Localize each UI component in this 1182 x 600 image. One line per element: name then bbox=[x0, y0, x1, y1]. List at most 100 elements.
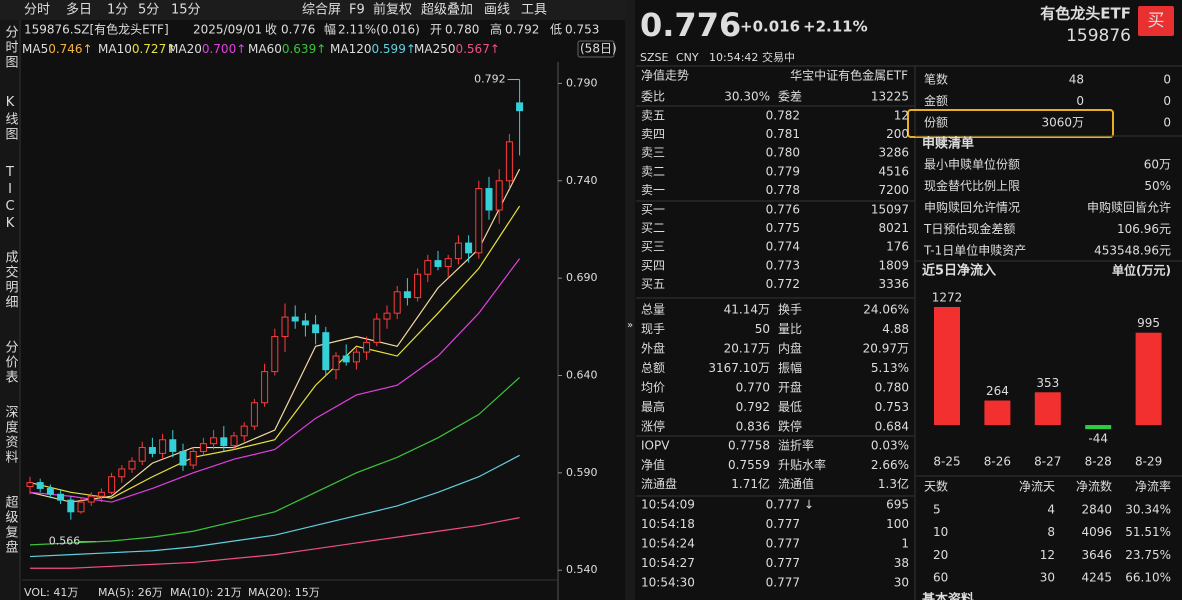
stat-label: 流通值 bbox=[778, 476, 814, 491]
trade-time: 10:54:18 bbox=[641, 517, 695, 531]
stat-label: 跌停 bbox=[778, 419, 802, 434]
change-pct: +2.11% bbox=[803, 18, 868, 36]
sub-value: 50% bbox=[1144, 179, 1171, 193]
bar-label: 1272 bbox=[932, 290, 963, 304]
book-price: 0.778 bbox=[766, 183, 800, 197]
collapse-icon[interactable]: » bbox=[627, 320, 633, 331]
toolbar-tool[interactable]: 超级叠加 bbox=[421, 3, 473, 18]
toolbar-tool[interactable]: F9 bbox=[349, 3, 365, 18]
ma-legend: MA200.700↑ bbox=[168, 42, 246, 56]
ma-name: MA5 bbox=[22, 42, 48, 56]
book-price: 0.780 bbox=[766, 146, 800, 160]
trade-volume: 38 bbox=[894, 556, 909, 570]
side-tab[interactable]: 分价表 bbox=[3, 340, 19, 385]
toolbar-tool[interactable]: 画线 bbox=[484, 3, 510, 18]
candle-body bbox=[199, 443, 207, 452]
stat-value: 50 bbox=[755, 322, 770, 336]
candle-body bbox=[403, 291, 411, 299]
ratio: 委比 bbox=[641, 90, 665, 104]
ma-legend: MA2500.567↑ bbox=[414, 42, 500, 56]
volume-legend: MA(5): 26万 bbox=[98, 586, 163, 599]
stat-label: 振幅 bbox=[778, 360, 802, 375]
trade-price: 0.777 bbox=[766, 498, 800, 512]
annotation: 0.566 bbox=[49, 535, 81, 548]
candle-body bbox=[189, 450, 197, 466]
ma-name: MA20 bbox=[168, 42, 202, 56]
book-label: 卖五 bbox=[641, 109, 665, 123]
stat-label: 最高 bbox=[641, 399, 665, 414]
side-tab[interactable]: K线图 bbox=[3, 95, 19, 142]
stat-label: 总量 bbox=[641, 303, 665, 317]
creation-value: 48 bbox=[1069, 73, 1084, 87]
info-text: 高 bbox=[490, 22, 502, 37]
ma-value: 0.727↑ bbox=[132, 42, 176, 56]
info-text: 0.780 bbox=[445, 23, 479, 37]
table-header: 净流数 bbox=[1076, 479, 1112, 494]
toolbar-tab[interactable]: 1分 bbox=[107, 3, 128, 18]
stat-value: 41.14万 bbox=[724, 303, 770, 317]
stat-value: 24.06% bbox=[863, 303, 909, 317]
table-cell: 66.10% bbox=[1125, 571, 1171, 585]
toolbar-tab[interactable]: 分时 bbox=[24, 3, 50, 18]
ma-value: 0.599↑ bbox=[371, 42, 415, 56]
toolbar-tool[interactable]: 综合屏 bbox=[302, 3, 341, 18]
fund-code: 159876 bbox=[1066, 26, 1131, 46]
toolbar-tool[interactable]: 前复权 bbox=[373, 2, 412, 18]
table-header: 净流天 bbox=[1019, 480, 1055, 494]
candle-body bbox=[77, 501, 85, 513]
side-tab[interactable]: TICK bbox=[3, 165, 18, 233]
candle-body bbox=[454, 242, 462, 260]
trade-time: 10:54:27 bbox=[641, 556, 695, 570]
stat-label: 外盘 bbox=[641, 341, 665, 356]
x-tick-label: 8-28 bbox=[1085, 455, 1112, 469]
side-tab[interactable]: 分时图 bbox=[3, 25, 19, 70]
book-volume: 3336 bbox=[878, 277, 909, 291]
candle-body bbox=[261, 371, 269, 404]
stat-label: 升贴水率 bbox=[778, 457, 826, 472]
table-cell: 20 bbox=[933, 548, 948, 562]
ratio: 委差 bbox=[778, 90, 802, 104]
table-cell: 30.34% bbox=[1125, 503, 1171, 517]
x-tick-label: 8-27 bbox=[1034, 455, 1061, 469]
candle-body bbox=[148, 447, 156, 454]
candle-body bbox=[138, 447, 146, 462]
y-tick-label: 0.690 bbox=[566, 271, 598, 284]
table-cell: 12 bbox=[1040, 548, 1055, 562]
collapse-bar[interactable] bbox=[625, 0, 635, 600]
ma-line bbox=[29, 168, 521, 503]
table-header: 净流率 bbox=[1135, 479, 1171, 494]
candle-body bbox=[424, 260, 432, 275]
candle-body bbox=[87, 495, 95, 503]
buy-label[interactable]: 买 bbox=[1148, 11, 1165, 31]
creation-label: 笔数 bbox=[924, 72, 948, 87]
sub-value: 106.96元 bbox=[1117, 222, 1171, 236]
toolbar-tab[interactable]: 15分 bbox=[171, 3, 201, 18]
toolbar-tool[interactable]: 工具 bbox=[521, 3, 547, 18]
sub-label: 现金替代比例上限 bbox=[924, 178, 1020, 193]
table-cell: 4245 bbox=[1081, 571, 1112, 585]
trade-volume: 695 bbox=[886, 498, 909, 512]
period-box[interactable] bbox=[577, 40, 615, 58]
stat-value: 1.3亿 bbox=[878, 476, 909, 491]
book-volume: 15097 bbox=[871, 203, 909, 217]
book-label: 卖二 bbox=[641, 164, 665, 178]
book-label: 买三 bbox=[641, 240, 665, 254]
side-tab[interactable]: 成交明细 bbox=[3, 250, 19, 310]
period[interactable]: (58日) bbox=[580, 42, 617, 56]
candle-body bbox=[210, 437, 218, 445]
time: 10:54:42 bbox=[709, 51, 758, 64]
stat-value: 0.753 bbox=[875, 400, 909, 414]
side-tab[interactable]: 深度资料 bbox=[3, 405, 19, 465]
candle-body bbox=[414, 273, 422, 299]
toolbar-tab[interactable]: 5分 bbox=[138, 3, 159, 18]
volume-legend: MA(10): 21万 bbox=[170, 586, 242, 599]
toolbar-tab[interactable]: 多日 bbox=[66, 2, 92, 18]
stat-value: 4.88 bbox=[882, 322, 909, 336]
table-cell: 4096 bbox=[1081, 525, 1112, 539]
book-price: 0.776 bbox=[766, 203, 800, 217]
buy-button[interactable] bbox=[1138, 6, 1174, 36]
stat-value: 0.684 bbox=[875, 420, 909, 434]
side-tab[interactable]: 超级复盘 bbox=[3, 495, 19, 555]
candle-body bbox=[250, 402, 258, 427]
